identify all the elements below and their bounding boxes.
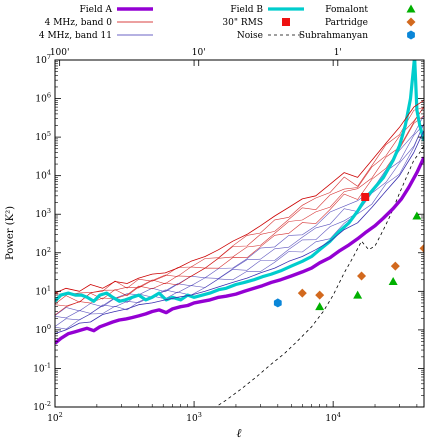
top-axis-label: 100' xyxy=(50,48,70,58)
y-tick-label: 105 xyxy=(35,130,51,143)
y-tick-label: 100 xyxy=(35,323,51,336)
y-tick-label: 102 xyxy=(35,246,51,259)
legend-label: Subrahmanyan xyxy=(299,31,368,41)
legend-marker xyxy=(282,18,290,26)
partridge-marker xyxy=(390,261,400,271)
legend: Field A 4 MHz, band 0 4 MHz, band 11 Field … xyxy=(39,4,416,41)
partridge-marker xyxy=(315,290,325,300)
band-line xyxy=(55,114,424,316)
fomalont-marker xyxy=(353,290,363,299)
y-tick-label: 107 xyxy=(35,53,51,66)
y-tick-label: 10-2 xyxy=(33,400,51,413)
y-tick-label: 104 xyxy=(35,169,51,182)
band-line xyxy=(55,106,424,305)
partridge-marker xyxy=(357,271,367,281)
top-axis-label: 1' xyxy=(334,48,342,58)
field-b-line xyxy=(55,60,424,303)
y-tick-label: 106 xyxy=(35,92,51,105)
axes: 10-2 10-1 100 101 102 103 104 105 106 107 102 103 10… xyxy=(33,53,424,424)
fomalont-marker xyxy=(388,276,398,285)
y-tick-label: 101 xyxy=(35,284,51,297)
rms30-marker xyxy=(361,192,370,201)
band-line xyxy=(55,106,424,307)
legend-label: Fomalont xyxy=(325,5,368,15)
x-tick-label: 103 xyxy=(186,411,202,424)
field-a-line xyxy=(55,156,424,345)
legend-label: 4 MHz, band 11 xyxy=(39,31,112,41)
band11-line xyxy=(55,130,424,334)
legend-label: 30" RMS xyxy=(222,18,263,28)
legend-label: Noise xyxy=(237,31,263,41)
legend-label: Field A xyxy=(80,5,113,15)
y-tick-label: 103 xyxy=(35,207,51,220)
legend-label: Partridge xyxy=(325,18,368,28)
partridge-marker xyxy=(297,288,307,298)
plot-area xyxy=(55,60,424,407)
band-line xyxy=(55,115,424,316)
plot-frame xyxy=(54,59,425,408)
top-axis-label: 10' xyxy=(192,48,206,58)
band0-line xyxy=(55,99,424,294)
band-line xyxy=(55,122,424,330)
legend-marker xyxy=(407,30,415,40)
legend-label: 4 MHz, band 0 xyxy=(45,18,113,28)
legend-label: Field B xyxy=(230,5,263,15)
partridge-marker xyxy=(419,243,424,253)
top-axis: 100' 10' 1' xyxy=(50,48,342,66)
x-axis-label: ℓ xyxy=(237,426,242,440)
x-tick-label: 104 xyxy=(325,411,341,424)
x-tick-label: 102 xyxy=(47,411,63,424)
subrahmanyan-marker xyxy=(273,298,282,308)
legend-marker xyxy=(406,17,416,27)
band-line xyxy=(55,107,424,296)
y-tick-label: 10-1 xyxy=(33,361,51,374)
y-axis-label: Power (K²) xyxy=(5,206,16,260)
band-line xyxy=(55,123,424,319)
legend-marker xyxy=(406,4,416,13)
fomalont-marker xyxy=(315,302,325,311)
fomalont-marker xyxy=(412,211,422,220)
